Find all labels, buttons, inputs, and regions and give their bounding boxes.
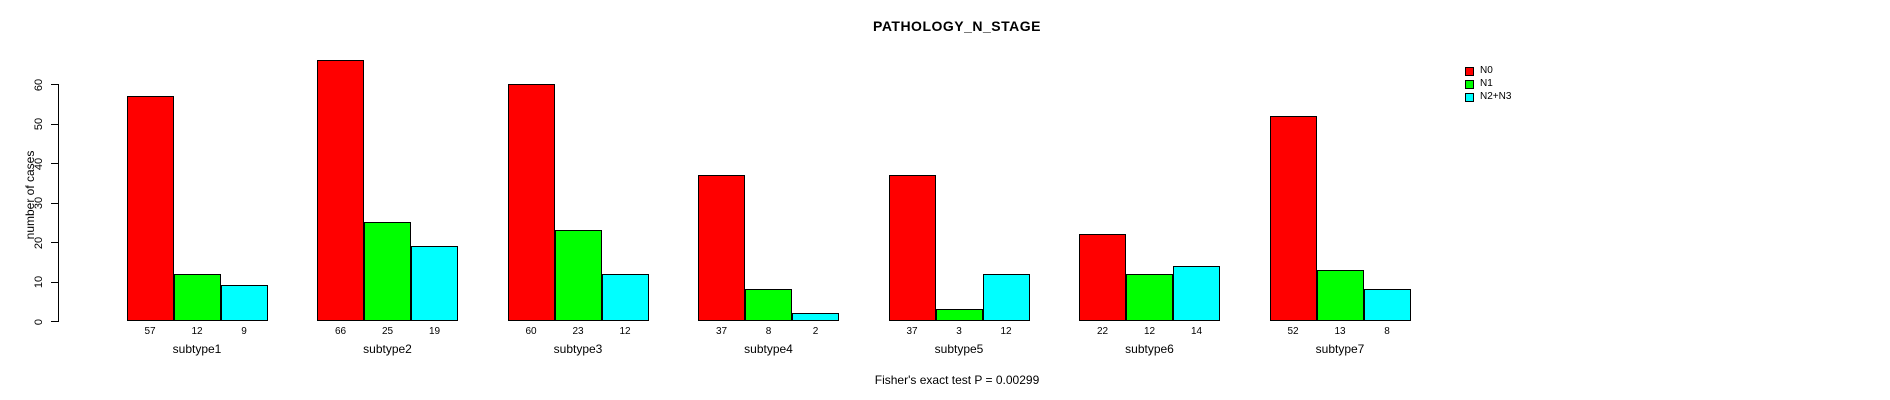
bar-n1-subtype7	[1316, 270, 1364, 321]
chart-title: PATHOLOGY_N_STAGE	[873, 18, 1041, 34]
bar-value-label: 8	[1384, 326, 1390, 337]
bar-value-label: 37	[715, 326, 728, 337]
category-label-subtype5: subtype5	[934, 342, 984, 356]
bar-n0-subtype2	[317, 60, 364, 321]
bar-n2n3-subtype3	[601, 274, 649, 321]
y-axis-line	[58, 84, 59, 322]
y-tick-mark	[51, 84, 58, 85]
bar-n2n3-subtype2	[411, 246, 458, 321]
category-label-subtype1: subtype1	[172, 342, 222, 356]
legend-item-n0: N0	[1465, 65, 1511, 77]
legend-item-n2n3: N2+N3	[1465, 91, 1511, 103]
y-tick-mark	[51, 321, 58, 322]
y-tick-mark	[51, 163, 58, 164]
bar-n2n3-subtype1	[220, 285, 268, 321]
y-tick-mark	[51, 281, 58, 283]
category-label-subtype2: subtype2	[363, 342, 412, 356]
legend-item-label: N2+N3	[1480, 91, 1512, 102]
bar-value-label: 3	[956, 326, 962, 337]
bar-value-label: 13	[1334, 326, 1346, 337]
bar-value-label: 23	[572, 326, 584, 337]
category-label-subtype3: subtype3	[553, 342, 603, 356]
bar-value-label: 8	[765, 326, 772, 337]
y-tick-mark	[51, 202, 58, 204]
bar-n2n3-subtype7	[1363, 289, 1411, 321]
bar-value-label: 60	[525, 326, 537, 337]
bar-value-label: 52	[1287, 326, 1299, 337]
legend-swatch-icon	[1465, 79, 1474, 89]
bar-value-label: 22	[1096, 326, 1109, 337]
bar-value-label: 12	[1143, 326, 1156, 337]
bar-n1-subtype5	[935, 309, 983, 321]
legend: N0 N1 N2+N3	[1465, 65, 1511, 104]
y-tick-mark	[51, 123, 58, 125]
bar-n2n3-subtype5	[982, 274, 1030, 321]
annotation-text: Fisher's exact test P = 0.00299	[874, 373, 1040, 387]
bar-value-label: 37	[906, 326, 918, 337]
bar-n1-subtype2	[364, 222, 411, 321]
legend-item-label: N1	[1480, 78, 1493, 89]
bar-n0-subtype4	[698, 175, 745, 321]
bar-n1-subtype1	[173, 274, 221, 321]
legend-item-n1: N1	[1465, 78, 1511, 90]
bar-n0-subtype1	[126, 96, 174, 321]
y-tick-label: 50	[33, 117, 45, 131]
bar-n2n3-subtype4	[792, 313, 839, 321]
legend-item-label: N0	[1480, 65, 1493, 76]
bar-value-label: 12	[1000, 326, 1012, 337]
y-tick-mark	[51, 242, 58, 243]
category-label-subtype6: subtype6	[1125, 342, 1174, 356]
y-tick-label: 20	[33, 236, 45, 249]
bar-value-label: 9	[241, 326, 247, 337]
bar-n1-subtype6	[1126, 274, 1173, 321]
y-tick-label: 60	[33, 78, 45, 91]
bar-value-label: 19	[428, 326, 441, 337]
y-tick-label: 30	[33, 196, 45, 210]
bar-n2n3-subtype6	[1173, 266, 1220, 321]
bar-value-label: 2	[812, 326, 819, 337]
bar-value-label: 12	[191, 326, 203, 337]
category-label-subtype4: subtype4	[744, 342, 793, 356]
bar-n1-subtype3	[554, 230, 602, 321]
bar-n0-subtype3	[507, 84, 555, 321]
legend-swatch-icon	[1465, 66, 1474, 76]
bar-value-label: 12	[619, 326, 631, 337]
bar-n1-subtype4	[745, 289, 792, 321]
bar-value-label: 25	[381, 326, 394, 337]
bar-n0-subtype7	[1269, 116, 1317, 321]
y-tick-label: 40	[33, 157, 45, 170]
legend-swatch-icon	[1465, 92, 1474, 102]
y-tick-label: 0	[33, 318, 45, 325]
category-label-subtype7: subtype7	[1315, 342, 1365, 356]
bar-value-label: 66	[334, 326, 347, 337]
bar-n0-subtype6	[1079, 234, 1126, 321]
bar-n0-subtype5	[888, 175, 936, 321]
bar-value-label: 14	[1190, 326, 1203, 337]
bar-value-label: 57	[144, 326, 156, 337]
y-tick-label: 10	[33, 275, 45, 289]
